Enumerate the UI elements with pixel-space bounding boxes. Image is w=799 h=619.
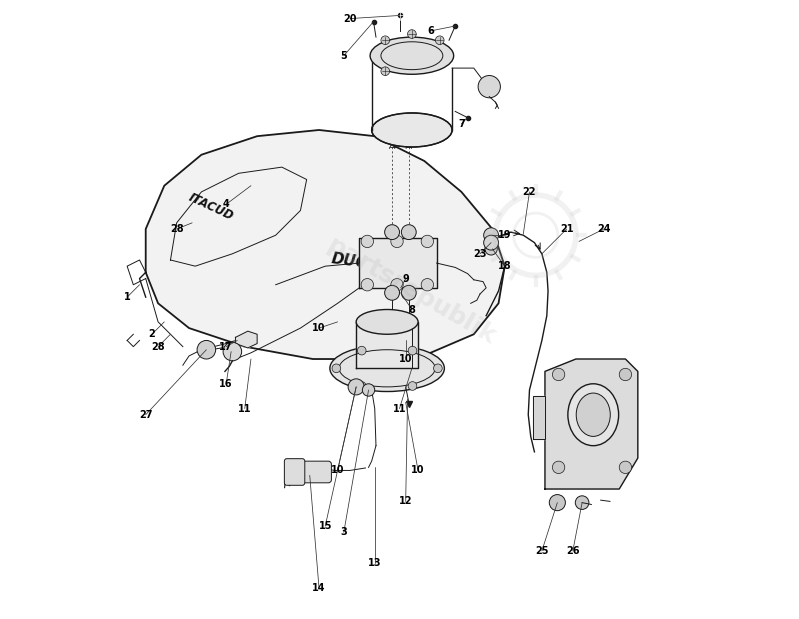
Ellipse shape [330, 345, 444, 392]
Text: 7: 7 [458, 119, 465, 129]
Text: 10: 10 [411, 465, 425, 475]
Text: 19: 19 [498, 230, 511, 240]
Ellipse shape [356, 310, 418, 334]
Circle shape [552, 461, 565, 474]
Text: 27: 27 [139, 410, 153, 420]
Text: 3: 3 [340, 527, 347, 537]
FancyBboxPatch shape [291, 461, 332, 483]
Circle shape [619, 461, 632, 474]
Text: 16: 16 [220, 379, 233, 389]
Circle shape [381, 67, 390, 76]
Circle shape [552, 368, 565, 381]
Circle shape [408, 382, 417, 391]
Circle shape [357, 382, 366, 391]
Circle shape [348, 379, 364, 395]
Text: 12: 12 [399, 496, 412, 506]
Text: 21: 21 [560, 224, 574, 234]
Text: DUCATI: DUCATI [330, 251, 395, 275]
Text: ITACUD: ITACUD [186, 191, 235, 223]
Text: 10: 10 [312, 323, 326, 333]
Text: 17: 17 [220, 342, 233, 352]
Text: 28: 28 [151, 342, 165, 352]
Text: 10: 10 [331, 465, 344, 475]
Text: 15: 15 [319, 521, 332, 531]
Circle shape [421, 235, 434, 248]
FancyBboxPatch shape [284, 459, 304, 485]
Polygon shape [545, 359, 638, 489]
Text: 13: 13 [368, 558, 381, 568]
Text: 6: 6 [427, 26, 434, 36]
Circle shape [478, 76, 500, 98]
Circle shape [384, 285, 400, 300]
Text: 26: 26 [566, 546, 579, 556]
Text: 5: 5 [340, 51, 347, 61]
Circle shape [483, 235, 499, 250]
Circle shape [361, 279, 373, 291]
Text: 14: 14 [312, 583, 326, 593]
Text: 11: 11 [238, 404, 252, 413]
Text: 23: 23 [473, 249, 487, 259]
Text: 24: 24 [597, 224, 610, 234]
Ellipse shape [568, 384, 618, 446]
Ellipse shape [372, 113, 452, 147]
Text: 2: 2 [149, 329, 155, 339]
Text: 4: 4 [223, 199, 229, 209]
Circle shape [485, 243, 497, 255]
Circle shape [363, 384, 375, 396]
Circle shape [391, 279, 403, 291]
Circle shape [332, 364, 340, 373]
Circle shape [575, 496, 589, 509]
Circle shape [435, 36, 444, 45]
Text: 22: 22 [523, 187, 536, 197]
Text: 20: 20 [344, 14, 356, 24]
Circle shape [384, 225, 400, 240]
Polygon shape [533, 396, 545, 439]
Circle shape [434, 364, 442, 373]
Circle shape [223, 342, 241, 361]
Circle shape [549, 495, 566, 511]
Circle shape [381, 36, 390, 45]
Text: 28: 28 [170, 224, 184, 234]
Text: 18: 18 [498, 261, 511, 271]
Ellipse shape [370, 37, 454, 74]
Circle shape [361, 235, 373, 248]
Ellipse shape [576, 393, 610, 436]
Text: 1: 1 [124, 292, 130, 302]
Polygon shape [360, 238, 436, 288]
Circle shape [421, 279, 434, 291]
Polygon shape [236, 331, 257, 348]
Circle shape [407, 30, 416, 38]
Polygon shape [145, 130, 505, 359]
Text: 8: 8 [408, 305, 415, 314]
Circle shape [619, 368, 632, 381]
Circle shape [401, 285, 416, 300]
Text: 10: 10 [399, 354, 412, 364]
Text: partsrepublik: partsrepublik [324, 233, 500, 349]
Circle shape [197, 340, 216, 359]
Text: 25: 25 [535, 546, 549, 556]
Polygon shape [356, 322, 418, 368]
Text: 11: 11 [393, 404, 406, 413]
Text: 9: 9 [403, 274, 409, 284]
Circle shape [357, 346, 366, 355]
Circle shape [483, 228, 499, 243]
Circle shape [408, 346, 417, 355]
Circle shape [401, 225, 416, 240]
Circle shape [391, 235, 403, 248]
